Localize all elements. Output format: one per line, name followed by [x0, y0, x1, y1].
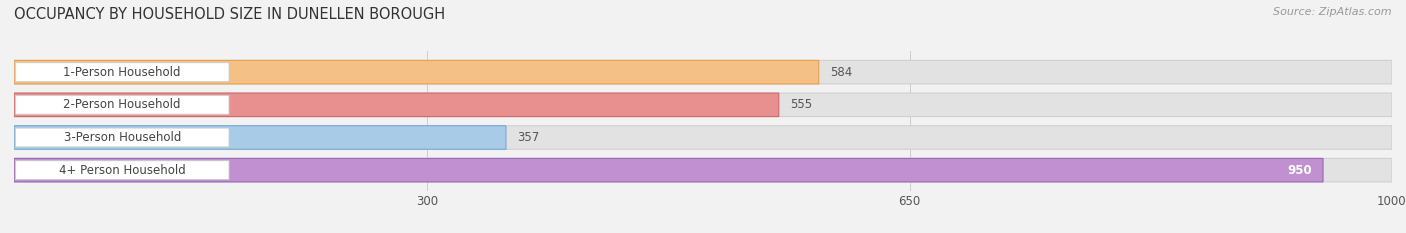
Text: 555: 555	[790, 98, 811, 111]
Text: OCCUPANCY BY HOUSEHOLD SIZE IN DUNELLEN BOROUGH: OCCUPANCY BY HOUSEHOLD SIZE IN DUNELLEN …	[14, 7, 446, 22]
FancyBboxPatch shape	[14, 60, 818, 84]
Text: Source: ZipAtlas.com: Source: ZipAtlas.com	[1274, 7, 1392, 17]
FancyBboxPatch shape	[15, 128, 229, 147]
Text: 950: 950	[1288, 164, 1312, 177]
FancyBboxPatch shape	[15, 63, 229, 82]
FancyBboxPatch shape	[14, 93, 1392, 116]
Text: 357: 357	[517, 131, 540, 144]
FancyBboxPatch shape	[15, 96, 229, 114]
Text: 1-Person Household: 1-Person Household	[63, 66, 181, 79]
FancyBboxPatch shape	[14, 158, 1323, 182]
FancyBboxPatch shape	[14, 158, 1392, 182]
Text: 2-Person Household: 2-Person Household	[63, 98, 181, 111]
FancyBboxPatch shape	[14, 93, 779, 116]
Text: 4+ Person Household: 4+ Person Household	[59, 164, 186, 177]
FancyBboxPatch shape	[14, 126, 1392, 149]
Text: 3-Person Household: 3-Person Household	[63, 131, 181, 144]
FancyBboxPatch shape	[15, 161, 229, 180]
FancyBboxPatch shape	[14, 126, 506, 149]
FancyBboxPatch shape	[14, 60, 1392, 84]
Text: 584: 584	[830, 66, 852, 79]
